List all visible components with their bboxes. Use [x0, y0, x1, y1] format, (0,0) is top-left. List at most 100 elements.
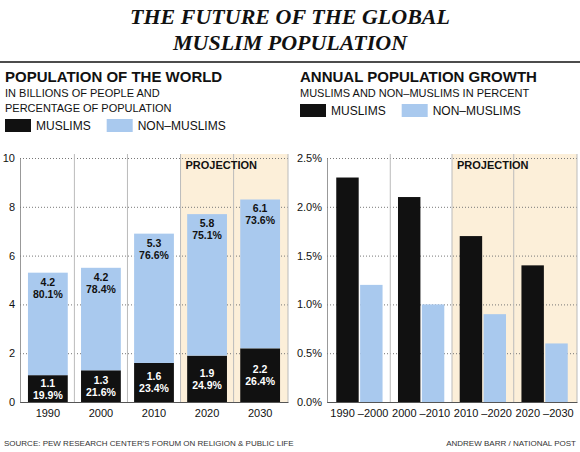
tick: 2.5% — [297, 152, 577, 164]
separator — [180, 154, 181, 402]
chart-subtitle: MUSLIMS AND NON–MUSLIMS IN PERCENT — [300, 87, 529, 99]
tick: 2020 –2030 — [516, 407, 574, 419]
share-label: 21.6% — [86, 386, 116, 398]
x-axis: 1990 –2000 2000 –2010 2010 –2020 2020 –2030 — [328, 403, 578, 419]
bar — [28, 273, 68, 375]
grid-line — [20, 402, 288, 403]
tick: 2010 –2020 — [454, 407, 512, 419]
tick: 2030 — [248, 407, 272, 419]
legend-label: NON–MUSLIMS — [433, 104, 521, 118]
data-label: 6.1 — [253, 202, 268, 214]
bar — [240, 199, 280, 348]
separator — [74, 154, 75, 402]
share-label: 80.1% — [33, 288, 63, 300]
bar — [521, 265, 543, 402]
tick-label: 10 — [3, 152, 15, 164]
chart-subtitle: IN BILLIONS OF PEOPLE AND — [5, 87, 160, 99]
annotation: PROJECTION — [457, 159, 529, 171]
bar — [187, 214, 227, 356]
axis-line — [21, 402, 289, 403]
legend-swatch — [402, 104, 428, 117]
tick: 2010 — [142, 407, 166, 419]
bar — [240, 348, 280, 402]
axis-line — [328, 402, 578, 403]
chart: POPULATION OF THE WORLD IN BILLIONS OF PE… — [3, 68, 289, 419]
legend-label: MUSLIMS — [36, 119, 91, 133]
chart: ANNUAL POPULATION GROWTH MUSLIMS AND NON–… — [297, 68, 578, 419]
tick-label: 1.0% — [297, 298, 322, 310]
bar — [28, 375, 68, 402]
tick-label: 0 — [9, 396, 15, 408]
data-label: 4.2 — [41, 276, 56, 288]
tick-label: 2.0% — [297, 201, 322, 213]
legend-swatch — [107, 119, 133, 132]
tick: 2000 –2010 — [392, 407, 450, 419]
legend: MUSLIMS NON–MUSLIMS — [5, 119, 226, 133]
tick: 2000 — [89, 407, 113, 419]
credit: ANDREW BARR / NATIONAL POST — [446, 439, 576, 448]
bars — [336, 178, 567, 402]
axis-line — [20, 159, 21, 403]
tick-label: 2010 — [142, 407, 166, 419]
tick-label: 1.5% — [297, 250, 322, 262]
share-label: 75.1% — [192, 229, 222, 241]
legend-swatch — [5, 119, 31, 132]
tick-label: 8 — [9, 201, 15, 213]
chart-title: ANNUAL POPULATION GROWTH — [300, 68, 537, 85]
separator — [452, 154, 453, 402]
separator — [513, 154, 514, 402]
tick-label: 2030 — [248, 407, 272, 419]
share-label: 23.4% — [139, 382, 169, 394]
separator — [577, 154, 578, 402]
bars — [28, 199, 280, 402]
share-label: 78.4% — [86, 283, 116, 295]
share-label: 73.6% — [245, 214, 275, 226]
separator — [390, 154, 391, 402]
bar — [134, 363, 174, 402]
separator — [233, 154, 234, 402]
bar — [134, 234, 174, 363]
tick: 1990 –2000 — [330, 407, 388, 419]
main-title: THE FUTURE OF THE GLOBAL — [130, 4, 450, 29]
tick-label: 1990 –2000 — [330, 407, 388, 419]
share-label: 26.4% — [245, 375, 275, 387]
tick-label: 2000 — [89, 407, 113, 419]
bar — [545, 343, 567, 402]
legend: MUSLIMS NON–MUSLIMS — [300, 104, 521, 118]
data-label: 5.8 — [200, 217, 215, 229]
title-rule — [0, 61, 580, 63]
chart-title: POPULATION OF THE WORLD — [5, 68, 222, 85]
legend-label: NON–MUSLIMS — [138, 119, 226, 133]
share-label: 19.9% — [33, 389, 63, 401]
data-label: 2.2 — [253, 363, 268, 375]
axis-line — [327, 159, 328, 403]
bar — [81, 268, 121, 370]
bar — [398, 197, 420, 402]
bar — [422, 304, 444, 402]
tick-label: 2.5% — [297, 152, 322, 164]
data-label: 4.2 — [94, 271, 109, 283]
tick-label: 2010 –2020 — [454, 407, 512, 419]
bar — [360, 285, 382, 402]
tick-label: 4 — [9, 298, 15, 310]
main-title: MUSLIM POPULATION — [172, 30, 408, 55]
bar — [460, 236, 482, 402]
separator — [127, 154, 128, 402]
tick: 1990 — [36, 407, 60, 419]
tick-label: 6 — [9, 250, 15, 262]
share-label: 24.9% — [192, 379, 222, 391]
projection-band — [181, 154, 288, 402]
tick-label: 2 — [9, 347, 15, 359]
legend-label: MUSLIMS — [331, 104, 386, 118]
data-label: 1.9 — [200, 367, 215, 379]
tick-label: 1990 — [36, 407, 60, 419]
chart-subtitle: PERCENTAGE OF POPULATION — [5, 102, 172, 114]
tick-label: 2020 — [195, 407, 219, 419]
tick-label: 0.0% — [297, 396, 322, 408]
bar — [336, 178, 358, 402]
bar — [81, 370, 121, 402]
grid-line — [327, 402, 577, 403]
data-label: 1.6 — [147, 370, 162, 382]
y-axis: 0.0%0.5%1.0%1.5%2.0%2.5% — [297, 152, 577, 408]
tick-label: 2020 –2030 — [516, 407, 574, 419]
